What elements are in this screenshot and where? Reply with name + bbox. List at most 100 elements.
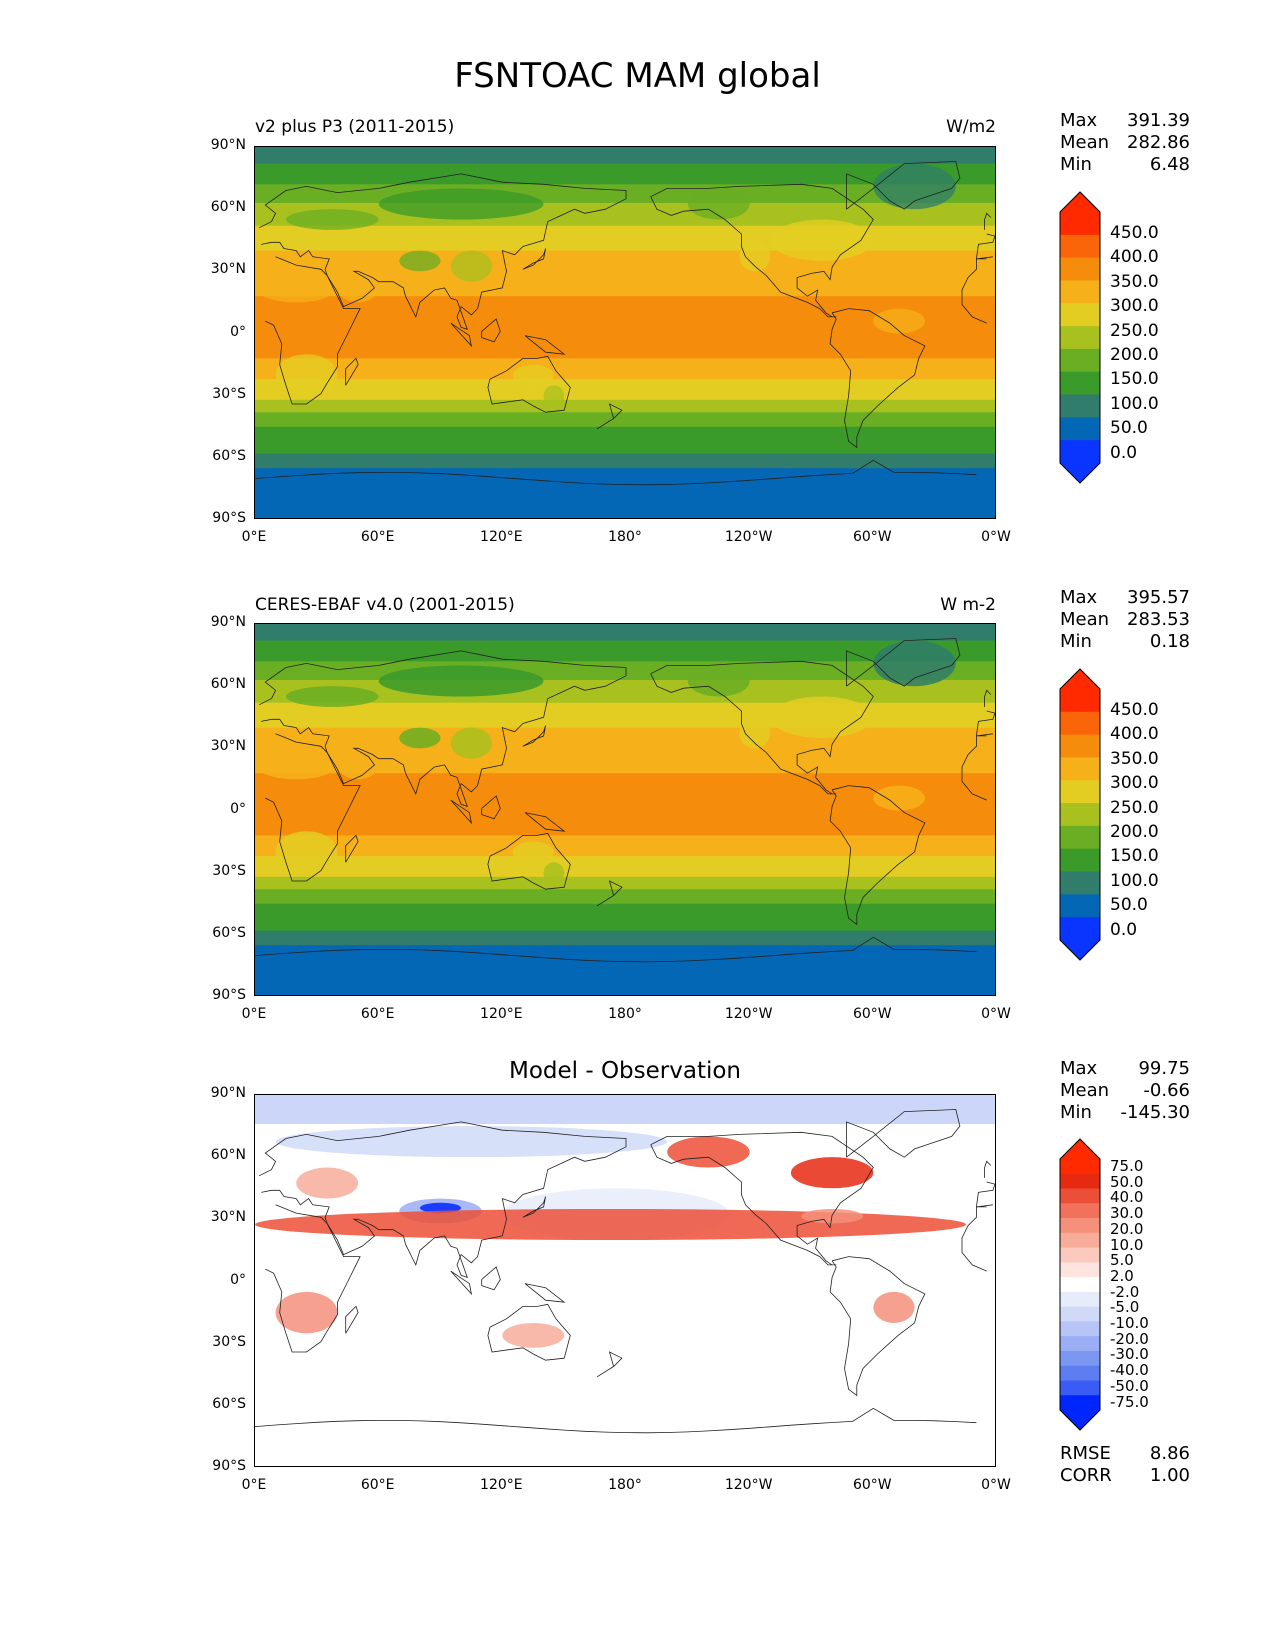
lon-tick-label: 120°E	[480, 1477, 523, 1493]
coastline	[829, 1256, 926, 1397]
max-value: 391.39	[1127, 110, 1190, 131]
max-label: Max	[1060, 587, 1098, 608]
colorbar-segment	[1060, 1395, 1100, 1411]
colorbar-outline	[1059, 191, 1101, 484]
colorbar-segment	[1060, 348, 1100, 373]
anomaly-region	[255, 1208, 967, 1241]
colorbar-tick-label: 150.0	[1110, 369, 1159, 390]
field-region	[285, 686, 379, 707]
lon-tick-label: 60°W	[852, 1006, 892, 1022]
colorbar-segment	[1060, 1380, 1100, 1396]
model-map[interactable]	[254, 146, 996, 519]
latitude-band	[255, 250, 995, 276]
lon-tick-label: 60°E	[360, 1006, 395, 1022]
anomaly-region	[502, 1322, 565, 1348]
difference-map[interactable]	[254, 1094, 996, 1467]
coastline	[481, 318, 501, 343]
coastline	[650, 1131, 874, 1266]
lon-tick-label: 180°	[608, 1477, 642, 1493]
colorbar-segment	[1060, 212, 1100, 236]
min-label: Min	[1060, 154, 1092, 175]
colorbar-segment	[1060, 440, 1100, 464]
coastline	[984, 689, 992, 707]
field-region	[337, 271, 379, 303]
lat-tick-label: 0°	[230, 800, 246, 817]
lon-tick-label: 120°E	[480, 1006, 523, 1022]
coastline	[255, 936, 977, 963]
anomaly-region	[275, 1291, 338, 1334]
colorbar-tick-label: 300.0	[1110, 773, 1159, 794]
coastline	[258, 173, 995, 331]
mean-value: 282.86	[1127, 132, 1190, 153]
coastline	[846, 1109, 961, 1158]
coastline	[596, 403, 623, 430]
colorbar-segment	[1060, 1291, 1100, 1308]
colorbar-tick-label: -2.0	[1110, 1282, 1140, 1301]
coastline	[450, 1270, 473, 1296]
colorbar-segment	[1060, 371, 1100, 396]
panel-title-left: CERES-EBAF v4.0 (2001-2015)	[255, 595, 515, 615]
field-region	[739, 240, 771, 272]
latitude-band	[255, 412, 995, 428]
field-region	[450, 727, 493, 759]
field-region	[512, 841, 554, 863]
colorbar-tick-label: 200.0	[1110, 345, 1159, 365]
latitude-band	[255, 945, 995, 995]
coastline	[345, 1305, 359, 1334]
latitude-band	[255, 889, 995, 905]
coastline	[829, 785, 926, 926]
coastline	[450, 799, 473, 825]
colorbar-segment	[1060, 1173, 1100, 1190]
latitude-band	[255, 793, 995, 836]
coastline	[345, 834, 359, 863]
corr-label: CORR	[1060, 1465, 1112, 1486]
latitude-band	[255, 163, 995, 185]
colorbar-tick-label: -20.0	[1110, 1329, 1149, 1348]
coastline	[258, 650, 995, 808]
observation-map[interactable]	[254, 623, 996, 996]
coastline	[984, 1160, 992, 1178]
field-region	[770, 696, 874, 738]
colorbar-tick-label: 75.0	[1110, 1157, 1144, 1175]
latitude-band	[255, 426, 995, 442]
coastline	[984, 212, 992, 230]
latitude-band	[255, 379, 995, 401]
page-title: FSNTOAC MAM global	[454, 56, 821, 96]
colorbar-tick-label: 350.0	[1110, 271, 1159, 292]
rmse-label: RMSE	[1060, 1443, 1111, 1464]
latitude-band	[255, 624, 995, 642]
coastline	[829, 308, 926, 449]
coastline	[481, 795, 501, 820]
coastline	[258, 1121, 995, 1279]
min-label: Min	[1060, 1102, 1092, 1123]
colorbar-extend-max	[1060, 192, 1100, 212]
stats-box: Max 99.75 Mean -0.66 Min -145.30	[1060, 1058, 1190, 1124]
field-region	[543, 862, 565, 884]
colorbar-segment	[1060, 303, 1100, 327]
field-region	[337, 748, 379, 780]
lat-tick-label: 30°N	[210, 738, 246, 755]
lat-tick-label: 0°	[230, 1271, 246, 1288]
colorbar-segment	[1060, 711, 1100, 736]
colorbar-outline	[1059, 668, 1101, 961]
colorbar-segment	[1060, 1336, 1100, 1352]
field-region	[378, 665, 544, 697]
colorbar-segment	[1060, 825, 1100, 850]
mean-label: Mean	[1060, 609, 1110, 630]
colorbar-tick-label: 50.0	[1110, 1172, 1144, 1191]
coastline	[487, 832, 571, 890]
colorbar-tick-label: 250.0	[1110, 320, 1159, 341]
coastline	[255, 1407, 977, 1434]
colorbar-extend-min	[1060, 1410, 1100, 1430]
latitude-band	[255, 468, 995, 518]
field-region	[873, 308, 925, 334]
max-label: Max	[1060, 110, 1098, 131]
mean-label: Mean	[1060, 132, 1110, 153]
colorbar-outline	[1059, 1138, 1101, 1431]
lon-tick-label: 0°E	[241, 1006, 267, 1022]
colorbar	[1059, 191, 1101, 484]
lon-tick-label: 0°E	[241, 1477, 267, 1493]
colorbar-segment	[1060, 326, 1100, 350]
lat-tick-label: 60°N	[210, 199, 246, 216]
coastline	[522, 725, 546, 747]
